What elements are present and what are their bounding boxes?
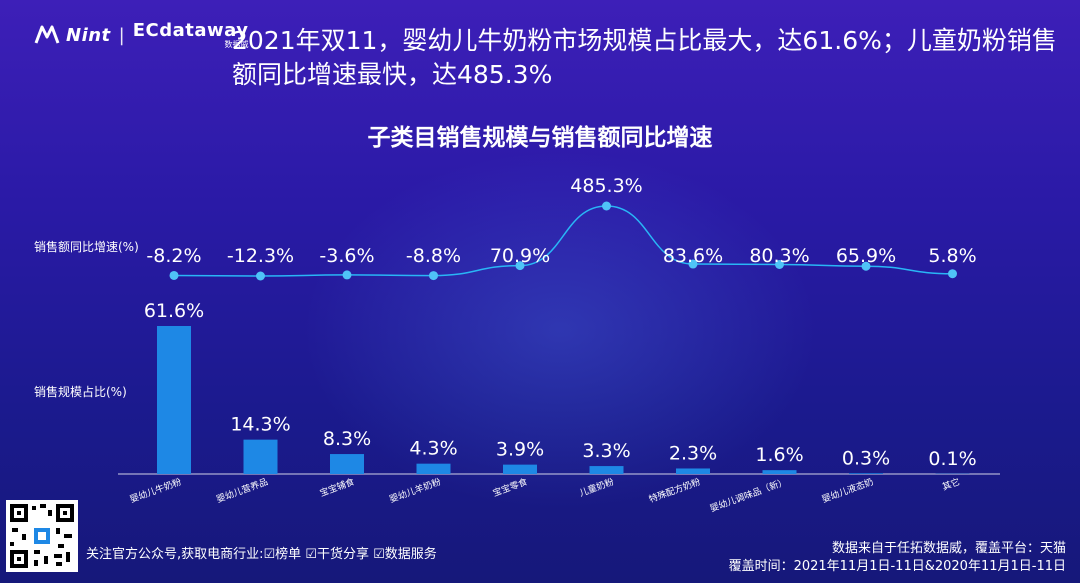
line-data-label: 80.3%	[749, 245, 809, 267]
bar	[243, 439, 278, 474]
line-data-label: 5.8%	[928, 245, 976, 267]
line-point	[948, 269, 957, 279]
logo-nint-text: Nint	[66, 24, 111, 46]
logo-ec: ECdataway 数据威	[132, 19, 249, 49]
line-point	[861, 261, 871, 271]
data-source: 数据来自于任拓数据威，覆盖平台：天猫	[831, 541, 1066, 556]
category-tick-label: 特殊配方奶粉	[647, 476, 702, 506]
line-data-label: 65.9%	[836, 245, 896, 267]
brand-logo: Nint | ECdataway 数据威	[34, 19, 249, 49]
bar	[762, 470, 797, 474]
bar	[330, 454, 364, 474]
bar	[416, 463, 451, 474]
logo-ec-subtext: 数据威	[224, 39, 249, 49]
category-tick-label: 宝宝辅食	[318, 476, 356, 500]
bar-data-label: 3.3%	[582, 440, 630, 462]
qr-code-icon	[10, 504, 74, 568]
line-point	[602, 201, 611, 211]
growth-axis-label: 销售额同比增速(%)	[34, 240, 139, 254]
category-tick-label: 婴幼儿营养品	[215, 476, 270, 506]
nint-logo-icon	[34, 25, 60, 44]
line-point	[342, 270, 352, 280]
category-tick-label: 婴幼儿调味品（新）	[708, 476, 788, 515]
line-data-label: -12.3%	[227, 245, 294, 267]
bar-data-label: 1.6%	[755, 444, 803, 466]
bar-data-label: 0.3%	[842, 447, 890, 469]
growth-line	[173, 205, 953, 277]
bar-data-label: 8.3%	[323, 428, 371, 450]
line-data-label: -8.2%	[146, 245, 201, 267]
bar-data-label: 2.3%	[669, 442, 717, 464]
footer-source: 数据来自于任拓数据威，覆盖平台：天猫 覆盖时间：2021年11月1日-11日&2…	[729, 540, 1066, 576]
line-data-label: -3.6%	[319, 245, 374, 267]
line-data-label: 70.9%	[490, 245, 550, 267]
headline: 2021年双11，婴幼儿牛奶粉市场规模占比最大，达61.6%；儿童奶粉销售额同比…	[232, 26, 1057, 89]
chart-title: 子类目销售规模与销售额同比增速	[367, 125, 713, 151]
bar	[157, 326, 191, 474]
follow-text: 关注官方公众号,获取电商行业:☑榜单 ☑干货分享 ☑数据服务	[86, 547, 437, 562]
bar-data-label: 61.6%	[144, 300, 204, 322]
bar	[503, 464, 537, 474]
bar-data-label: 4.3%	[409, 438, 457, 460]
share-axis-label: 销售规模占比(%)	[34, 385, 127, 399]
line-point	[775, 259, 784, 269]
bar	[676, 468, 710, 474]
qr-code	[6, 500, 78, 572]
bar	[589, 466, 624, 474]
category-tick-label: 儿童奶粉	[578, 476, 616, 500]
line-data-label: 83.6%	[663, 245, 723, 267]
bar	[849, 473, 883, 474]
logo-ec-text: ECdataway	[132, 19, 249, 41]
background-glow	[300, 150, 820, 510]
line-point	[169, 270, 179, 280]
bar-data-label: 0.1%	[928, 448, 976, 470]
bar-data-label: 3.9%	[496, 439, 544, 461]
category-tick-label: 婴幼儿羊奶粉	[388, 476, 443, 506]
category-tick-label: 其它	[940, 476, 961, 493]
line-data-label: 485.3%	[570, 175, 642, 197]
line-data-label: -8.8%	[406, 245, 461, 267]
bar-data-label: 14.3%	[230, 414, 290, 436]
line-point	[256, 271, 265, 281]
header: Nint | ECdataway 数据威 2021年双11，婴幼儿牛奶粉市场规模…	[0, 0, 1080, 100]
line-point	[688, 259, 698, 269]
line-point	[515, 261, 525, 271]
line-point	[429, 271, 438, 281]
category-tick-label: 婴幼儿液态奶	[820, 476, 875, 506]
category-tick-label: 婴幼儿牛奶粉	[128, 476, 183, 506]
category-tick-label: 宝宝零食	[491, 476, 529, 500]
logo-separator: |	[118, 24, 125, 46]
coverage-period: 覆盖时间：2021年11月1日-11日&2020年11月1日-11日	[728, 559, 1066, 574]
